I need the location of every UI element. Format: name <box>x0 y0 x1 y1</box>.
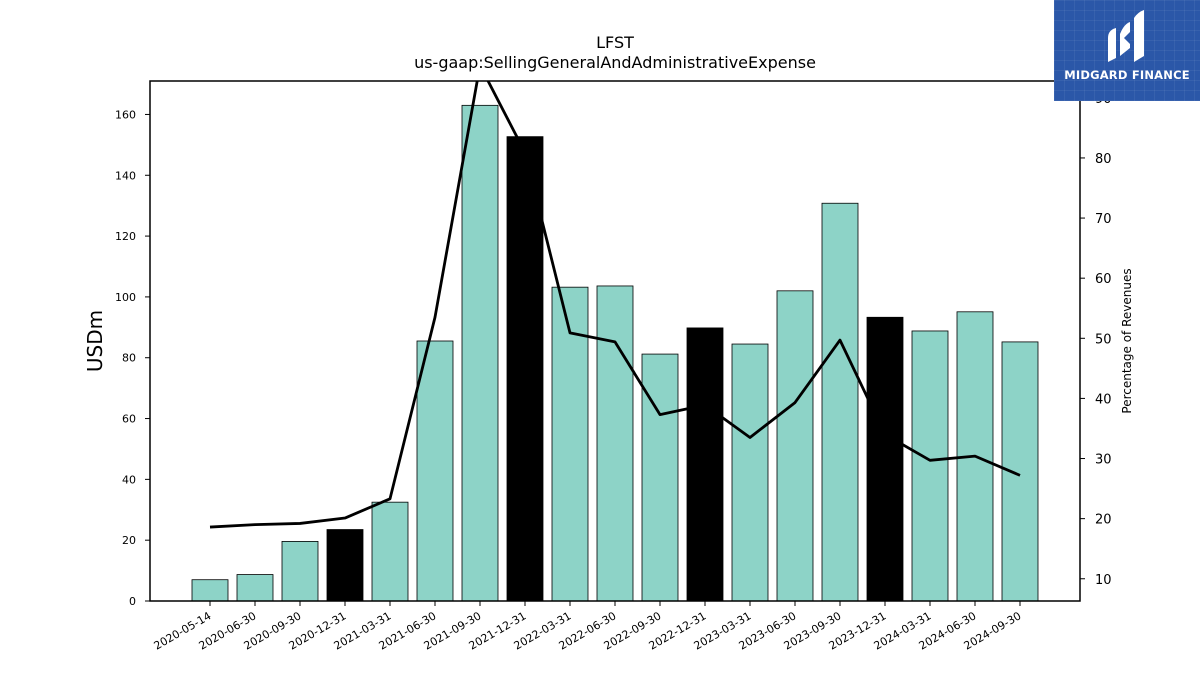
bar-2021-06-30 <box>416 340 454 602</box>
chart-subtitle: us-gaap:SellingGeneralAndAdministrativeE… <box>414 53 816 72</box>
bar-2022-09-30 <box>641 353 679 602</box>
bar-series <box>191 104 1039 602</box>
bar-2022-03-31 <box>551 286 589 602</box>
y-right-tick-label: 40 <box>1095 392 1112 407</box>
bar-2023-09-30 <box>821 202 859 602</box>
y-axis-right-label: Percentage of Revenues <box>1120 268 1134 413</box>
y-left-tick-label: 20 <box>122 534 136 547</box>
y-axis-left: 0 20 40 60 80 100 120 140 160 <box>115 108 150 608</box>
bar-2023-12-31 <box>866 316 904 602</box>
bar-2023-06-30 <box>776 290 814 602</box>
bar-2020-12-31 <box>326 529 364 602</box>
y-left-tick-label: 60 <box>122 413 136 426</box>
pct-line-series <box>209 81 1021 529</box>
logo-text: MIDGARD FINANCE <box>1064 68 1190 82</box>
y-right-tick-label: 60 <box>1095 272 1112 287</box>
bar-2023-03-31 <box>731 343 769 602</box>
bar-2021-03-31 <box>371 501 409 602</box>
logo-background-pattern <box>1054 0 1200 101</box>
y-axis-right: 102030405060708090 <box>1080 92 1112 588</box>
y-left-tick-label: 0 <box>129 595 136 608</box>
bar-2021-09-30 <box>461 104 499 602</box>
y-right-tick-label: 30 <box>1095 453 1112 468</box>
bar-2020-05-14 <box>191 579 229 602</box>
logo-mark-icon <box>1108 10 1144 62</box>
y-left-tick-label: 140 <box>115 169 136 182</box>
pct-of-revenues-line <box>209 81 1021 529</box>
x-axis: 2020-05-142020-06-302020-09-302020-12-31… <box>152 601 1024 653</box>
y-left-tick-label: 100 <box>115 291 136 304</box>
y-right-tick-label: 10 <box>1095 573 1112 588</box>
bar-2022-12-31 <box>686 327 724 602</box>
bar-2022-06-30 <box>596 285 634 602</box>
bar-2020-09-30 <box>281 540 319 602</box>
bar-2021-12-31 <box>506 136 544 602</box>
y-right-tick-label: 50 <box>1095 332 1112 347</box>
y-left-tick-label: 120 <box>115 230 136 243</box>
y-axis-left-label: USDm <box>83 310 107 372</box>
chart-title: LFST <box>596 33 634 52</box>
midgard-finance-logo: MIDGARD FINANCE <box>1054 0 1200 101</box>
y-left-tick-label: 160 <box>115 108 136 121</box>
y-right-tick-label: 20 <box>1095 513 1112 528</box>
bar-2024-03-31 <box>911 330 949 602</box>
y-left-tick-label: 40 <box>122 473 136 486</box>
bar-2020-06-30 <box>236 574 274 602</box>
y-right-tick-label: 80 <box>1095 152 1112 167</box>
y-left-tick-label: 80 <box>122 352 136 365</box>
y-right-tick-label: 70 <box>1095 212 1112 227</box>
